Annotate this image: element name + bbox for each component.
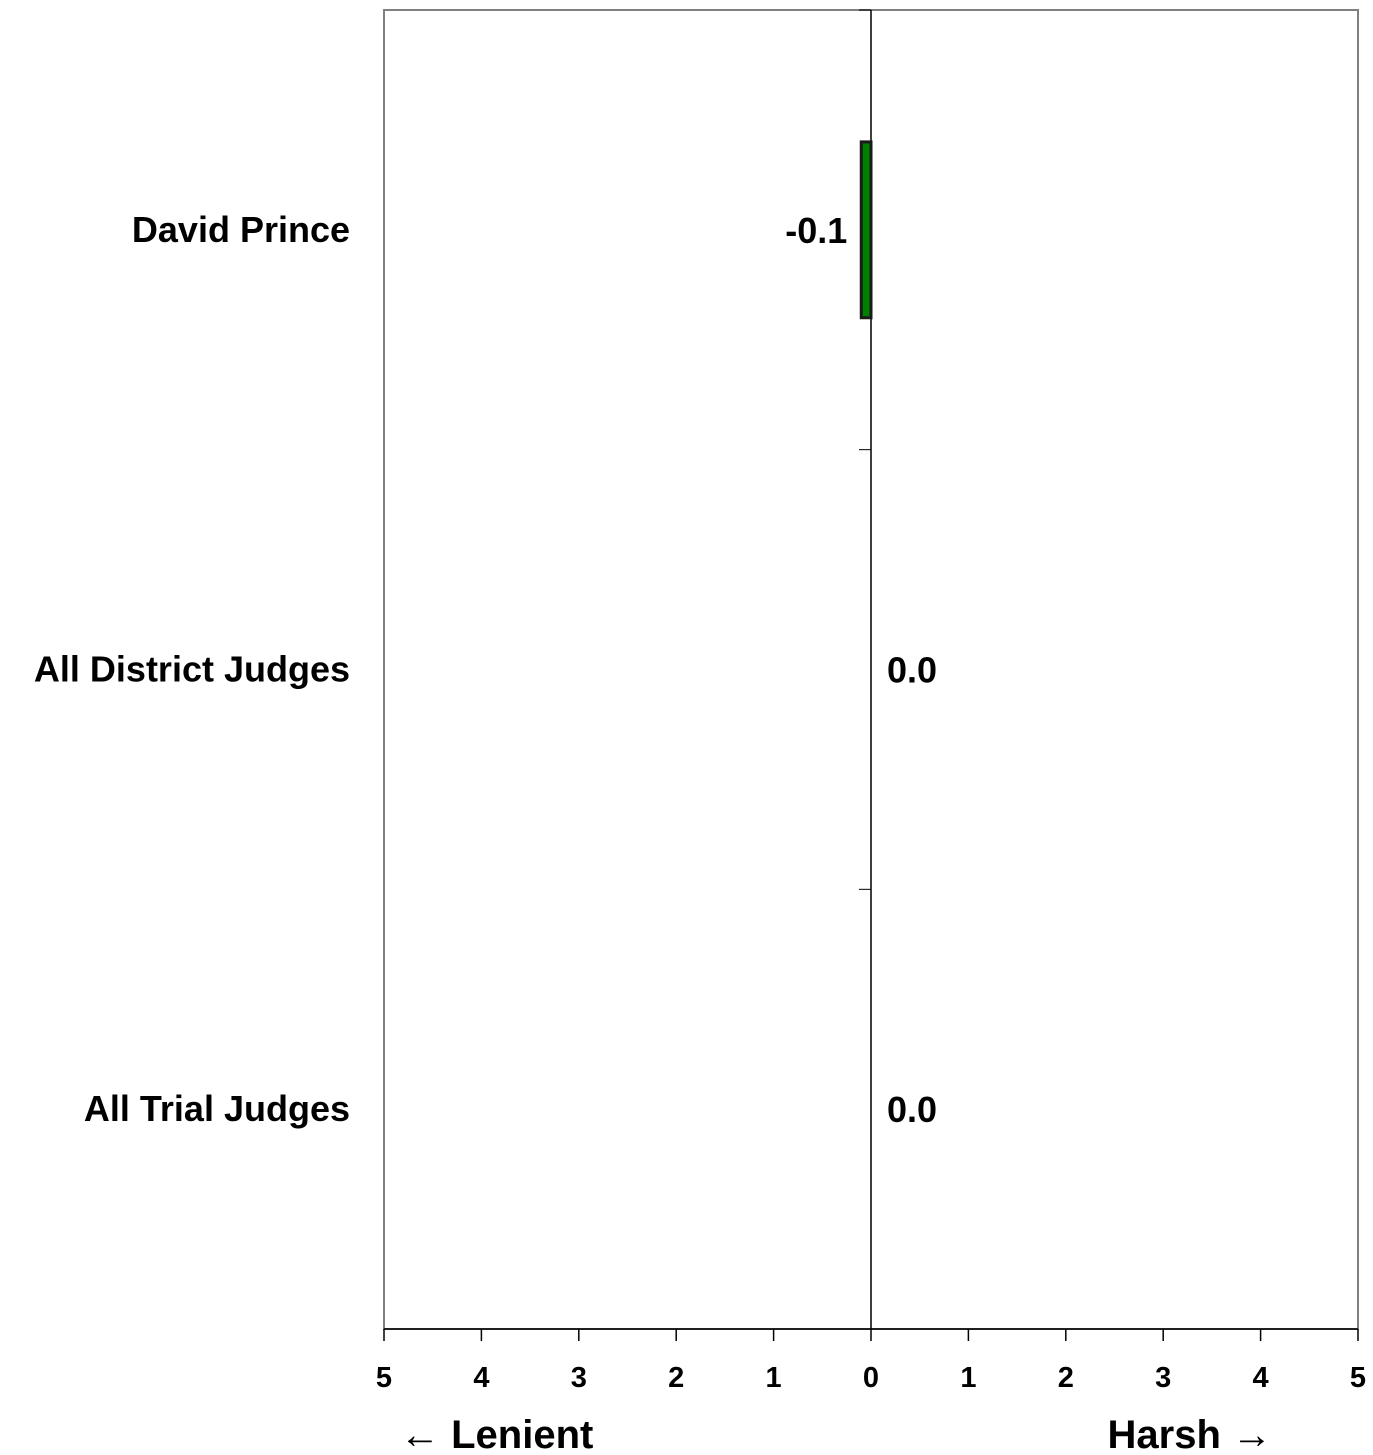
x-tick-label: 3 [1155, 1362, 1171, 1394]
x-tick-label: 3 [571, 1362, 587, 1394]
x-tick-label: 1 [766, 1362, 782, 1394]
data-label: 0.0 [887, 1089, 937, 1130]
harsh-direction-label: Harsh → [1108, 1413, 1273, 1455]
data-label: -0.1 [785, 210, 847, 251]
category-labels: David Prince All District Judges All Trial… [34, 209, 350, 1129]
x-tick-label: 5 [376, 1362, 392, 1394]
x-axis-ticks: 5 4 3 2 1 0 1 2 3 4 5 [376, 1329, 1366, 1394]
data-labels: -0.1 0.0 0.0 [785, 210, 937, 1130]
category-label: David Prince [132, 209, 350, 250]
x-tick-label: 5 [1350, 1362, 1366, 1394]
lenient-direction-label: ← Lenient [400, 1413, 593, 1455]
x-tick-label: 4 [1253, 1362, 1269, 1394]
category-label: All District Judges [34, 649, 350, 690]
x-tick-label: 4 [473, 1362, 489, 1394]
bar [859, 140, 873, 320]
x-tick-label: 1 [960, 1362, 976, 1394]
category-label: All Trial Judges [84, 1088, 350, 1129]
bars [859, 140, 873, 320]
data-label: 0.0 [887, 650, 937, 691]
x-tick-label: 0 [863, 1362, 879, 1394]
x-tick-label: 2 [668, 1362, 684, 1394]
x-tick-label: 2 [1058, 1362, 1074, 1394]
